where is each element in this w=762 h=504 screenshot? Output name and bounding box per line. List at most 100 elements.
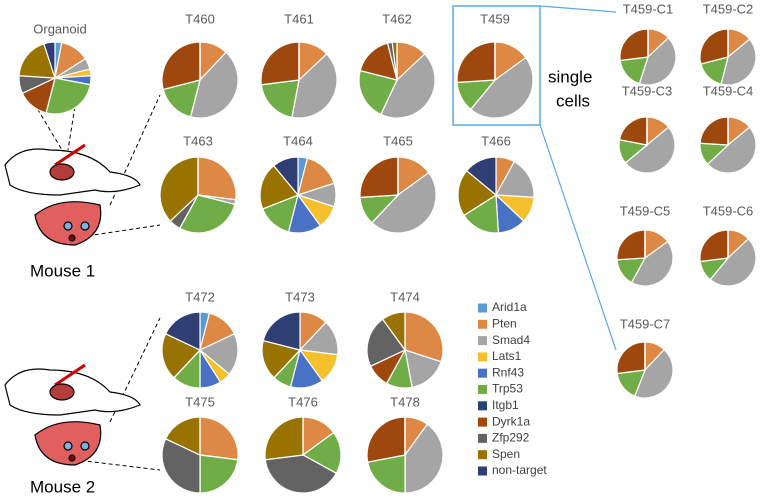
pie-slice	[301, 431, 342, 475]
pie-slice	[456, 41, 496, 84]
pie-slice	[699, 229, 729, 263]
pie-slice	[45, 77, 92, 115]
pie-title: T459-C6	[703, 203, 754, 218]
pie-slice	[469, 56, 534, 119]
pie-slice	[465, 156, 497, 197]
pie-slice	[178, 194, 236, 234]
legend-label: non-target	[492, 463, 547, 477]
legend-swatch	[478, 336, 487, 346]
legend-label: Spen	[492, 447, 520, 461]
pie-title: T466	[481, 133, 511, 148]
pie-title: T462	[382, 11, 412, 26]
highlight-box	[452, 5, 541, 126]
pie-slice	[161, 438, 201, 494]
pie-slice	[618, 116, 648, 146]
pie-slice	[457, 169, 498, 217]
legend-swatch	[478, 352, 487, 362]
legend-label: Lats1	[492, 349, 522, 363]
pie-slice	[260, 79, 300, 119]
pie-title: T476	[288, 394, 318, 409]
mouse-1-illustration	[4, 143, 141, 246]
pie-slice	[616, 341, 646, 375]
legend-swatch	[478, 303, 487, 313]
pie-slice	[159, 156, 199, 222]
group-label: Mouse 2	[30, 477, 95, 496]
pie-slice	[616, 229, 646, 261]
pie-slice	[366, 318, 406, 367]
legend-label: Zfp292	[492, 431, 530, 445]
pie-slice	[359, 156, 399, 199]
legend-label: Dyrk1a	[492, 414, 530, 428]
pie-slice	[272, 156, 299, 197]
pie-title: T461	[284, 11, 314, 26]
legend-swatch	[478, 450, 487, 460]
pie-slice	[264, 416, 304, 461]
pie-slice	[262, 311, 301, 351]
pie-title: T465	[383, 133, 413, 148]
pie-title: T459-C2	[703, 1, 754, 16]
pie-slice	[404, 311, 444, 363]
pie-title: T459-C7	[620, 316, 671, 331]
pie-title: T459-C5	[620, 203, 671, 218]
pie-slice	[624, 126, 676, 174]
pie-title: T474	[390, 289, 420, 304]
pie-slice	[709, 237, 757, 287]
pie-title: T459-C4	[703, 83, 754, 98]
connector	[539, 124, 617, 351]
pie-slice	[630, 240, 674, 287]
pie-slice	[358, 69, 398, 116]
pie-slice	[18, 43, 56, 79]
pie-slice	[633, 348, 674, 399]
pie-slice	[199, 454, 239, 494]
pie-slice	[264, 454, 338, 494]
legend-swatch	[478, 385, 487, 394]
pie-slice	[720, 38, 757, 86]
pie-title: T472	[185, 289, 215, 304]
pie-slice	[161, 41, 201, 91]
pie-slice	[43, 41, 56, 79]
annotation: single	[548, 67, 592, 86]
pie-slice	[161, 333, 202, 379]
legend-swatch	[478, 433, 487, 443]
legend-swatch	[478, 319, 487, 329]
pie-title: T459-C3	[622, 83, 673, 98]
legend-swatch	[478, 368, 487, 378]
group-label: Mouse 1	[30, 261, 95, 280]
pie-title: T459	[480, 11, 510, 26]
legend-label: Trp53	[492, 382, 523, 396]
connector	[539, 5, 617, 13]
legend-swatch	[478, 401, 487, 411]
pie-slice	[197, 156, 237, 201]
pie-slice	[259, 164, 299, 210]
legend-label: Itgb1	[492, 398, 519, 412]
pie-slice	[291, 53, 338, 119]
legend-swatch	[478, 466, 487, 476]
pie-slice	[199, 416, 239, 461]
pie-slice	[366, 454, 406, 494]
legend-swatch	[478, 417, 487, 427]
pie-title: T463	[183, 133, 213, 148]
pie-slice	[404, 423, 444, 494]
pie-title: T473	[285, 289, 315, 304]
pie-slice	[164, 416, 201, 456]
pie-slice	[619, 28, 649, 62]
pie-title: T459-C1	[623, 1, 674, 16]
pie-slice	[699, 116, 729, 146]
pie-slice	[189, 51, 239, 119]
pie-title: T475	[185, 394, 215, 409]
annotation: cells	[556, 91, 590, 110]
pie-slice	[198, 333, 239, 376]
pie-title: T464	[283, 133, 313, 148]
pie-slice	[706, 126, 757, 174]
pie-slice	[260, 41, 300, 86]
pie-slice	[638, 36, 677, 86]
pie-slice	[495, 160, 535, 199]
legend-label: Pten	[492, 316, 517, 330]
pie-title: T478	[390, 394, 420, 409]
legend-label: Rnf43	[492, 365, 524, 379]
pie-slice	[366, 416, 406, 463]
pie-slice	[699, 28, 729, 65]
pie-slice	[380, 53, 436, 119]
pie-title: Organoid	[33, 21, 86, 36]
